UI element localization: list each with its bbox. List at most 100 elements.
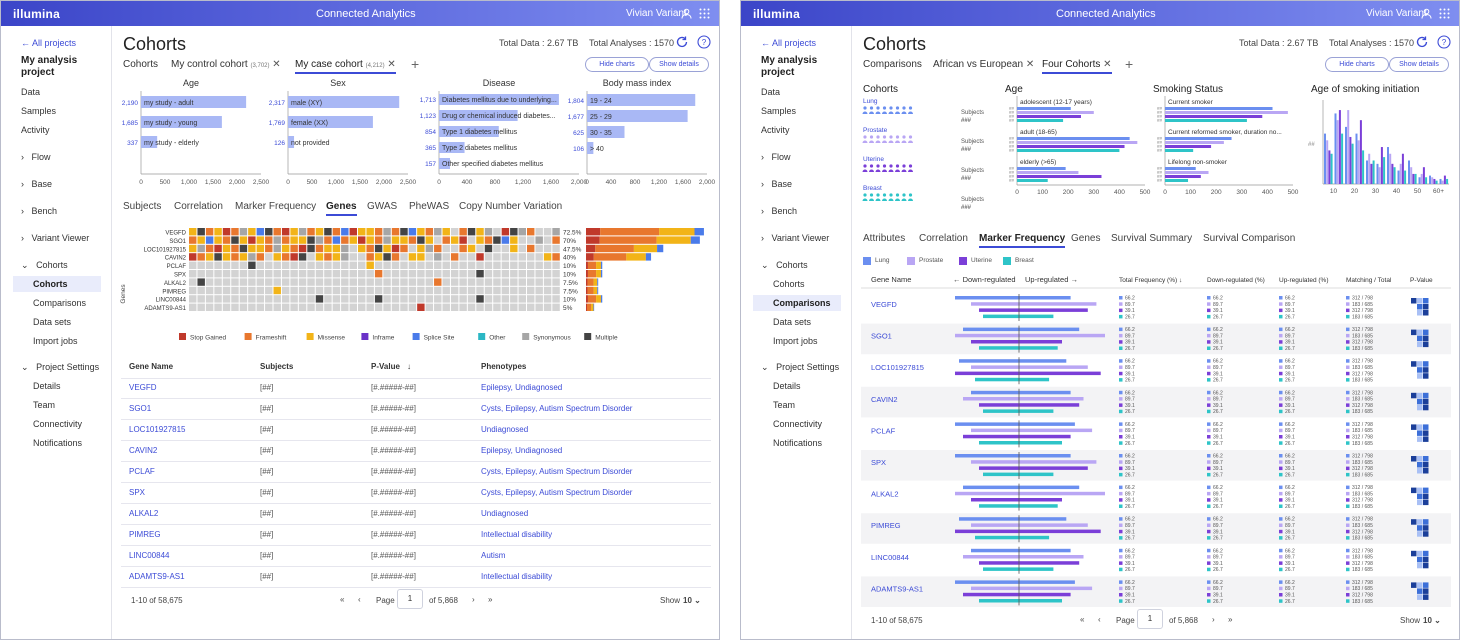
mutation-cell[interactable] (358, 236, 366, 244)
bar[interactable] (1380, 147, 1383, 184)
mutation-cell[interactable] (324, 270, 332, 278)
mutation-cell[interactable] (315, 286, 324, 295)
mutation-cell[interactable] (442, 270, 450, 278)
mutation-cell[interactable] (290, 303, 298, 311)
bar[interactable] (439, 110, 518, 121)
mutation-cell[interactable] (197, 253, 205, 261)
mutation-cell[interactable] (535, 286, 543, 295)
mutation-cell[interactable] (501, 295, 510, 303)
bar[interactable] (1330, 153, 1333, 184)
phenotypes-link[interactable]: Epilepsy, Undiagnosed (481, 383, 563, 392)
mutation-cell[interactable] (467, 303, 476, 311)
mutation-cell[interactable] (214, 244, 222, 253)
bar[interactable] (1165, 145, 1212, 148)
phenotypes-link[interactable]: Autism (481, 551, 506, 560)
mutation-cell[interactable] (366, 261, 374, 269)
mutation-cell[interactable] (476, 244, 484, 253)
apps-grid-icon[interactable] (699, 8, 710, 19)
mutation-cell[interactable] (374, 253, 383, 261)
sidebar-item-data[interactable]: Data (761, 87, 781, 97)
mutation-cell[interactable] (459, 228, 467, 236)
mutation-cell[interactable] (518, 295, 526, 303)
mutation-cell[interactable] (205, 303, 214, 311)
mutation-cell[interactable] (459, 286, 467, 295)
mutation-cell[interactable] (476, 236, 484, 244)
mutation-cell[interactable] (467, 295, 476, 303)
mutation-cell[interactable] (239, 244, 248, 253)
mutation-cell[interactable] (535, 244, 543, 253)
mutation-cell[interactable] (383, 295, 391, 303)
mutation-cell[interactable] (324, 278, 332, 286)
sidebar-group-variant-viewer[interactable]: › Variant Viewer (21, 233, 89, 243)
mutation-cell[interactable] (374, 278, 383, 286)
mutation-cell[interactable] (298, 295, 307, 303)
table-row[interactable] (121, 442, 711, 463)
gene-link[interactable]: LOC101927815 (871, 363, 924, 372)
bar[interactable] (141, 116, 222, 128)
mutation-cell[interactable] (374, 236, 383, 244)
mutation-cell[interactable] (281, 295, 290, 303)
mutation-cell[interactable] (273, 295, 281, 303)
mutation-cell[interactable] (189, 278, 197, 286)
mutation-cell[interactable] (349, 244, 357, 253)
mutation-cell[interactable] (408, 270, 417, 278)
bar[interactable] (1391, 163, 1394, 184)
mutation-cell[interactable] (535, 236, 543, 244)
bar[interactable] (141, 96, 247, 108)
mutation-cell[interactable] (510, 228, 518, 236)
column-header-up-regulated[interactable]: Up-regulated → (1025, 275, 1078, 284)
bar[interactable] (1351, 143, 1354, 184)
mutation-cell[interactable] (239, 253, 248, 261)
sidebar-group-flow[interactable]: › Flow (761, 152, 791, 162)
mutation-cell[interactable] (552, 253, 560, 261)
mutation-cell[interactable] (417, 270, 425, 278)
mutation-cell[interactable] (417, 261, 425, 269)
bar[interactable] (1326, 140, 1329, 184)
refresh-icon[interactable] (675, 35, 689, 49)
mutation-cell[interactable] (222, 261, 231, 269)
mutation-cell[interactable] (222, 244, 231, 253)
mutation-cell[interactable] (408, 244, 417, 253)
mutation-cell[interactable] (358, 244, 366, 253)
column-header-gene-name[interactable]: Gene Name (129, 362, 174, 371)
mutation-cell[interactable] (501, 253, 510, 261)
mutation-cell[interactable] (400, 236, 408, 244)
sidebar-item-comparisons[interactable]: Comparisons (753, 295, 841, 311)
mutation-cell[interactable] (510, 244, 518, 253)
mutation-cell[interactable] (324, 295, 332, 303)
mutation-cell[interactable] (256, 253, 265, 261)
mutation-cell[interactable] (290, 244, 298, 253)
sidebar-group-flow[interactable]: › Flow (21, 152, 51, 162)
mutation-cell[interactable] (543, 228, 552, 236)
mutation-cell[interactable] (239, 236, 248, 244)
mutation-cell[interactable] (358, 228, 366, 236)
mutation-cell[interactable] (543, 270, 552, 278)
mutation-cell[interactable] (366, 228, 374, 236)
mutation-cell[interactable] (298, 303, 307, 311)
mutation-cell[interactable] (425, 253, 434, 261)
mutation-cell[interactable] (518, 236, 526, 244)
mutation-cell[interactable] (467, 270, 476, 278)
mutation-cell[interactable] (527, 228, 535, 236)
mutation-cell[interactable] (484, 253, 493, 261)
mutation-cell[interactable] (374, 228, 383, 236)
bar[interactable] (1017, 141, 1138, 144)
mutation-cell[interactable] (324, 236, 332, 244)
bar[interactable] (1336, 120, 1339, 184)
sidebar-item-cohorts[interactable]: Cohorts (13, 276, 101, 292)
mutation-cell[interactable] (205, 228, 214, 236)
mutation-cell[interactable] (459, 278, 467, 286)
mutation-cell[interactable] (273, 303, 281, 311)
mutation-cell[interactable] (248, 253, 256, 261)
mutation-cell[interactable] (467, 236, 476, 244)
mutation-cell[interactable] (341, 295, 349, 303)
show-details-button[interactable]: Show details (649, 57, 709, 72)
next-page-icon[interactable]: › (472, 595, 475, 604)
bar[interactable] (1359, 120, 1362, 184)
phenotypes-link[interactable]: Cysts, Epilepsy, Autism Spectrum Disorde… (481, 467, 633, 476)
bar[interactable] (1412, 173, 1415, 184)
gene-link[interactable]: LINC00844 (871, 553, 909, 562)
column-header-gene-name[interactable]: Gene Name (871, 275, 911, 284)
mutation-cell[interactable] (383, 244, 391, 253)
mutation-cell[interactable] (527, 236, 535, 244)
